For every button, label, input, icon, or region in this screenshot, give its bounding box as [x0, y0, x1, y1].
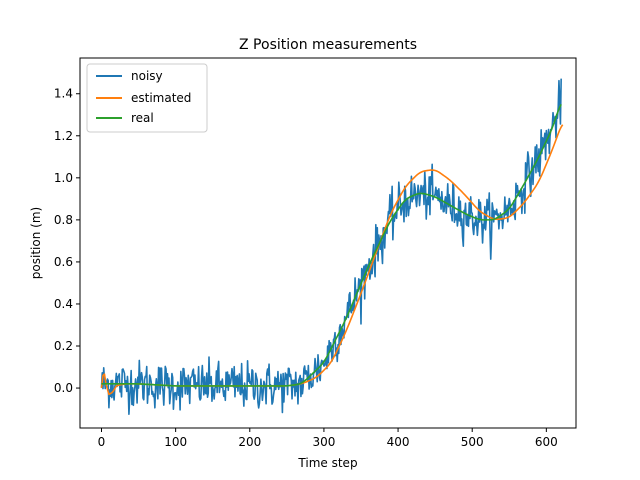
legend-label-estimated: estimated [131, 91, 191, 105]
legend-label-noisy: noisy [131, 69, 163, 83]
legend-box [86, 63, 208, 133]
y-tick-label: 1.0 [54, 171, 73, 185]
y-axis-label: position (m) [29, 207, 43, 279]
x-tick-label: 200 [238, 435, 261, 449]
x-tick-label: 400 [387, 435, 410, 449]
x-tick-label: 100 [164, 435, 187, 449]
legend-label-real: real [131, 111, 154, 125]
x-axis-label: Time step [297, 456, 357, 470]
legend: noisy estimated real [86, 63, 208, 133]
plot-lines [100, 78, 564, 415]
y-axis-ticks: 0.0 0.2 0.4 0.6 0.8 1.0 1.2 1.4 [54, 87, 80, 395]
x-tick-label: 0 [98, 435, 106, 449]
chart-title: Z Position measurements [239, 37, 417, 53]
x-axis-ticks: 0 100 200 300 400 500 600 [98, 428, 558, 449]
y-tick-label: 0.6 [54, 255, 73, 269]
x-tick-label: 600 [535, 435, 558, 449]
x-tick-label: 500 [461, 435, 484, 449]
axes-frame [79, 57, 577, 429]
x-tick-label: 300 [312, 435, 335, 449]
y-tick-label: 1.2 [54, 129, 73, 143]
y-tick-label: 0.0 [54, 381, 73, 395]
y-tick-label: 1.4 [54, 87, 73, 101]
real-series-line [101, 104, 562, 387]
y-tick-label: 0.2 [54, 339, 73, 353]
y-tick-label: 0.4 [54, 297, 73, 311]
y-tick-label: 0.8 [54, 213, 73, 227]
